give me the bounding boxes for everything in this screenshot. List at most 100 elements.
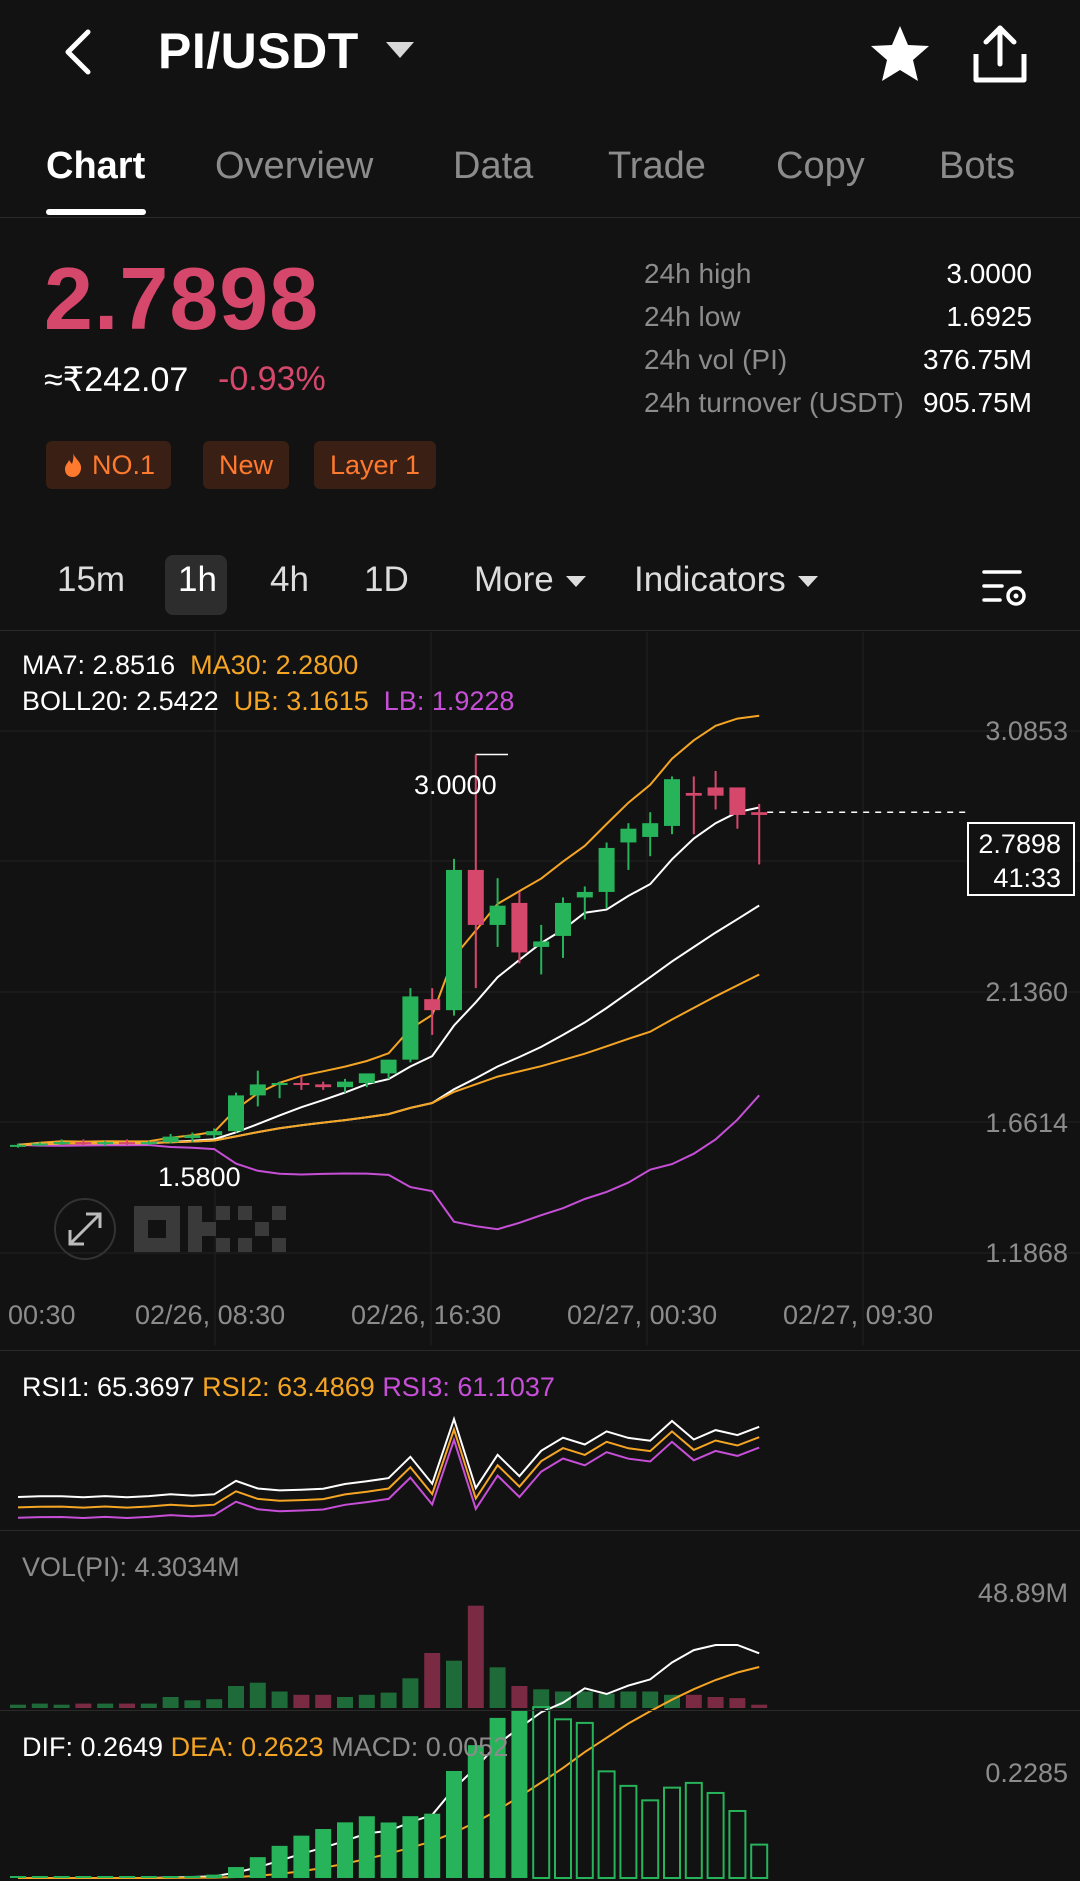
macd-histogram-bar <box>446 1770 462 1878</box>
volume-bar <box>402 1678 419 1708</box>
volume-bar <box>751 1704 768 1708</box>
macd-histogram-bar <box>75 1876 92 1878</box>
more-dropdown[interactable]: More <box>474 560 586 600</box>
macd-histogram-bar <box>119 1876 135 1878</box>
time-axis-label: 02/26, 16:30 <box>351 1300 502 1330</box>
interval-1h[interactable]: 1h <box>178 560 217 599</box>
interval-1d[interactable]: 1D <box>364 560 409 599</box>
macd-histogram-bar <box>424 1813 441 1878</box>
macd-histogram-bar <box>467 1745 484 1878</box>
macd-histogram-bar <box>619 1784 638 1880</box>
high-marker-label: 3.0000 <box>414 770 497 800</box>
candle-body <box>402 996 419 1060</box>
dea-label: DEA: 0.2623 <box>170 1732 324 1762</box>
ma7-line <box>17 806 760 1146</box>
current-price-value: 2.7898 <box>978 829 1061 859</box>
volume-bar <box>489 1667 506 1708</box>
candle-body <box>337 1081 353 1088</box>
interval-4h[interactable]: 4h <box>270 560 309 599</box>
macd-histogram-bar <box>97 1876 114 1878</box>
candle-body <box>511 902 528 953</box>
interval-15m[interactable]: 15m <box>57 560 126 599</box>
app-header: PI/USDT <box>0 0 1080 110</box>
macd-histogram-bar <box>489 1717 506 1878</box>
volume-bar <box>446 1660 462 1708</box>
rsi3-label: RSI3: 61.1037 <box>382 1372 555 1402</box>
volume-bar <box>707 1697 724 1708</box>
volume-bar <box>206 1699 223 1708</box>
candle-body <box>620 828 637 843</box>
star-icon[interactable] <box>868 22 932 86</box>
candle-body <box>119 1142 135 1145</box>
candle-body <box>642 823 659 837</box>
volume-bar <box>249 1682 266 1708</box>
tag-layer1[interactable]: Layer 1 <box>314 441 437 489</box>
candle-body <box>555 902 571 936</box>
volume-bar <box>467 1605 484 1708</box>
boll20-label: BOLL20: 2.5422 <box>22 686 219 716</box>
volume-bar <box>228 1686 244 1708</box>
candle-body <box>315 1084 332 1088</box>
indicators-dropdown[interactable]: Indicators <box>634 560 818 600</box>
current-price-tag: 2.7898 41:33 <box>967 822 1075 896</box>
macd-histogram-bar <box>293 1835 310 1878</box>
share-icon[interactable] <box>968 22 1032 86</box>
volume-bar <box>140 1703 157 1708</box>
candle-body <box>446 869 462 1011</box>
rsi2-label: RSI2: 63.4869 <box>202 1372 375 1402</box>
fire-icon <box>65 453 82 477</box>
stat-value-high: 3.0000 <box>946 258 1032 289</box>
pair-title[interactable]: PI/USDT <box>158 23 359 79</box>
rsi-divider <box>0 1350 1080 1351</box>
boll-mid-line <box>17 904 760 1146</box>
macd-histogram-bar <box>663 1786 681 1879</box>
macd-histogram-bar <box>228 1867 244 1878</box>
macd-histogram-bar <box>271 1845 288 1878</box>
more-label: More <box>474 560 554 599</box>
chart-top-divider <box>0 630 1080 631</box>
candle-body <box>533 941 550 947</box>
time-axis-label: 02/27, 00:30 <box>567 1300 718 1330</box>
volume-bar <box>685 1694 702 1708</box>
macd-histogram-bar <box>684 1781 703 1879</box>
back-arrow-icon[interactable] <box>50 22 110 82</box>
tag-no1[interactable]: NO.1 <box>46 441 172 489</box>
tab-chart[interactable]: Chart <box>46 145 146 187</box>
macd-label: MACD: 0.0052 <box>331 1732 509 1762</box>
macd-histogram-bar <box>315 1828 332 1878</box>
rsi1-label: RSI1: 65.3697 <box>22 1372 195 1402</box>
lb-label: LB: 1.9228 <box>383 686 515 716</box>
volume-bar <box>75 1703 92 1708</box>
macd-histogram-bar <box>575 1721 594 1879</box>
candle-body <box>598 847 615 892</box>
tab-copy[interactable]: Copy <box>776 145 865 187</box>
vol-axis-label: 48.89M <box>977 1578 1068 1608</box>
tag-new[interactable]: New <box>203 441 290 489</box>
tab-overview[interactable]: Overview <box>215 145 374 187</box>
macd-histogram-bar <box>31 1876 48 1878</box>
expand-icon <box>68 1212 102 1246</box>
tag-no1-label: NO.1 <box>92 450 156 480</box>
tab-data[interactable]: Data <box>453 145 534 187</box>
macd-histogram-bar <box>249 1857 266 1878</box>
chart-settings-icon[interactable] <box>982 566 1028 612</box>
tab-trade[interactable]: Trade <box>608 145 706 187</box>
candle-body <box>729 787 746 815</box>
boll-lower-line <box>17 1094 760 1231</box>
tab-bots[interactable]: Bots <box>939 145 1016 187</box>
tab-bar: Chart Overview Data Trade Copy Bots <box>0 135 1080 218</box>
macd-divider <box>0 1710 1080 1711</box>
stat-value-turnover: 905.75M <box>923 387 1032 418</box>
fullscreen-button[interactable] <box>54 1198 116 1260</box>
stat-label-vol: 24h vol (PI) <box>644 344 788 375</box>
pair-dropdown-icon[interactable] <box>386 42 414 58</box>
volume-bar <box>315 1694 332 1708</box>
candlestick-chart[interactable] <box>0 630 1080 1881</box>
candle-body <box>206 1131 223 1136</box>
volume-bar <box>31 1703 48 1708</box>
volume-bar <box>380 1692 397 1708</box>
macd-histogram-bar <box>53 1876 70 1878</box>
stat-label-high: 24h high <box>644 258 752 289</box>
volume-bar <box>598 1693 615 1708</box>
vol-legend: VOL(PI): 4.3034M <box>22 1552 240 1582</box>
